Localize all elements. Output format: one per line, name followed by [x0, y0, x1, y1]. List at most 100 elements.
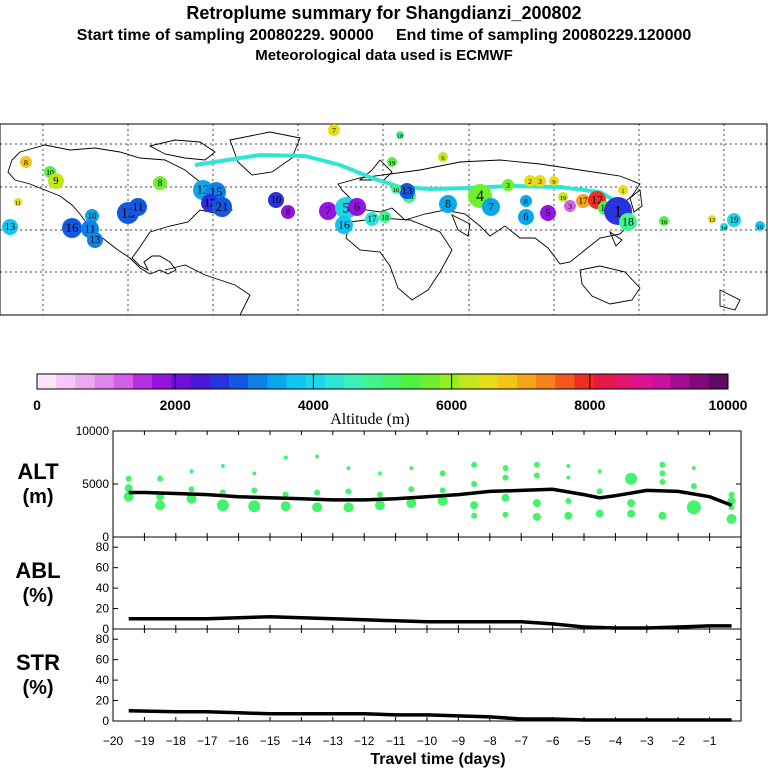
- colorbar-swatch: [593, 374, 614, 389]
- svg-text:19: 19: [560, 195, 567, 202]
- alt-point: [502, 465, 509, 472]
- x-tick-label: −10: [417, 734, 438, 748]
- colorbar-swatch: [152, 374, 172, 389]
- svg-text:21: 21: [216, 199, 229, 214]
- alt-point: [728, 491, 735, 498]
- svg-text:3: 3: [506, 181, 510, 190]
- colorbar-swatch: [248, 374, 268, 389]
- svg-text:3: 3: [538, 177, 542, 186]
- colorbar-swatch: [440, 374, 460, 389]
- map-marker: 9: [549, 176, 559, 186]
- colorbar-swatch: [113, 374, 134, 389]
- map-marker: 3: [564, 200, 576, 212]
- map-marker: 6: [438, 152, 448, 162]
- panel-name: STR: [16, 650, 60, 675]
- svg-text:10: 10: [271, 195, 281, 206]
- svg-text:13: 13: [5, 222, 15, 233]
- colorbar-swatch: [75, 374, 96, 389]
- alt-point: [533, 472, 540, 479]
- alt-point: [659, 461, 666, 468]
- colorbar-swatch: [267, 374, 288, 389]
- alt-point: [314, 489, 321, 496]
- map-marker: 16: [391, 184, 401, 194]
- svg-text:8: 8: [24, 158, 28, 167]
- map-marker: 8: [153, 176, 167, 190]
- alt-point: [471, 481, 478, 487]
- y-tick-label: 80: [96, 632, 110, 646]
- map-marker: 19: [727, 213, 741, 227]
- map-marker: 8: [20, 156, 32, 168]
- svg-text:7: 7: [332, 126, 336, 135]
- x-tick-label: −15: [260, 734, 281, 748]
- alt-point: [282, 491, 289, 498]
- alt-point: [627, 499, 636, 508]
- svg-text:2: 2: [528, 177, 532, 186]
- svg-text:18: 18: [622, 216, 634, 229]
- svg-text:13: 13: [90, 235, 100, 246]
- map-marker: 8: [281, 205, 295, 219]
- x-tick-label: −8: [483, 734, 497, 748]
- svg-text:11: 11: [132, 201, 143, 214]
- y-tick-label: 0: [102, 530, 109, 544]
- x-tick-label: −7: [514, 734, 528, 748]
- alt-point: [566, 463, 571, 468]
- y-tick-label: 60: [96, 653, 110, 667]
- alt-point: [251, 487, 258, 494]
- alt-point: [501, 493, 510, 502]
- colorbar-swatch: [478, 374, 499, 389]
- svg-text:1: 1: [621, 188, 624, 195]
- alt-point: [565, 497, 572, 504]
- colorbar-swatch: [516, 374, 537, 389]
- svg-text:4: 4: [476, 188, 484, 205]
- map-marker: 13: [708, 215, 716, 224]
- alt-point: [155, 500, 166, 511]
- colorbar-swatch: [171, 374, 192, 389]
- alt-point: [157, 475, 164, 482]
- colorbar-swatch: [670, 374, 691, 389]
- svg-text:9: 9: [552, 179, 555, 186]
- colorbar-swatch: [459, 374, 479, 389]
- y-tick-label: 40: [96, 581, 110, 595]
- panel-name: ALT: [17, 459, 59, 484]
- map-marker: 19: [558, 192, 568, 202]
- svg-text:8: 8: [158, 178, 163, 188]
- x-tick-label: −3: [640, 734, 654, 748]
- alt-point: [409, 466, 414, 471]
- alt-point: [658, 511, 667, 520]
- y-tick-label: 20: [96, 694, 110, 708]
- svg-text:16: 16: [66, 220, 80, 235]
- map-marker: 18: [379, 211, 391, 223]
- svg-text:1: 1: [614, 204, 622, 221]
- svg-text:13: 13: [402, 186, 412, 197]
- alt-point: [439, 487, 446, 494]
- x-tick-label: −12: [354, 734, 375, 748]
- y-tick-label: 5000: [82, 477, 109, 491]
- alt-point: [124, 484, 133, 493]
- x-tick-label: −19: [134, 734, 155, 748]
- altitude-colorbar: 0 2000 4000 6000 8000 10000 Altitude (m): [33, 373, 748, 428]
- svg-text:6: 6: [354, 201, 360, 214]
- svg-text:14: 14: [721, 226, 727, 232]
- sampling-times: Start time of sampling 20080229. 90000 E…: [76, 27, 692, 44]
- alt-point: [280, 501, 291, 512]
- y-tick-label: 80: [96, 540, 110, 554]
- colorbar-swatch: [536, 374, 556, 389]
- alt-point: [186, 493, 197, 504]
- x-tick-label: −4: [609, 734, 623, 748]
- colorbar-swatch: [94, 374, 115, 389]
- map-marker: 7: [319, 202, 337, 220]
- alt-point: [377, 471, 382, 476]
- svg-text:9: 9: [53, 176, 58, 187]
- map-marker: 6: [518, 209, 534, 225]
- svg-text:8: 8: [445, 198, 451, 211]
- colorbar-swatch: [228, 374, 249, 389]
- alt-point: [470, 501, 479, 510]
- map-marker: 18: [396, 131, 404, 140]
- alt-point: [533, 461, 540, 468]
- svg-text:5: 5: [545, 208, 550, 219]
- svg-text:3: 3: [568, 202, 572, 211]
- alt-point: [532, 499, 541, 508]
- alt-point: [345, 488, 352, 495]
